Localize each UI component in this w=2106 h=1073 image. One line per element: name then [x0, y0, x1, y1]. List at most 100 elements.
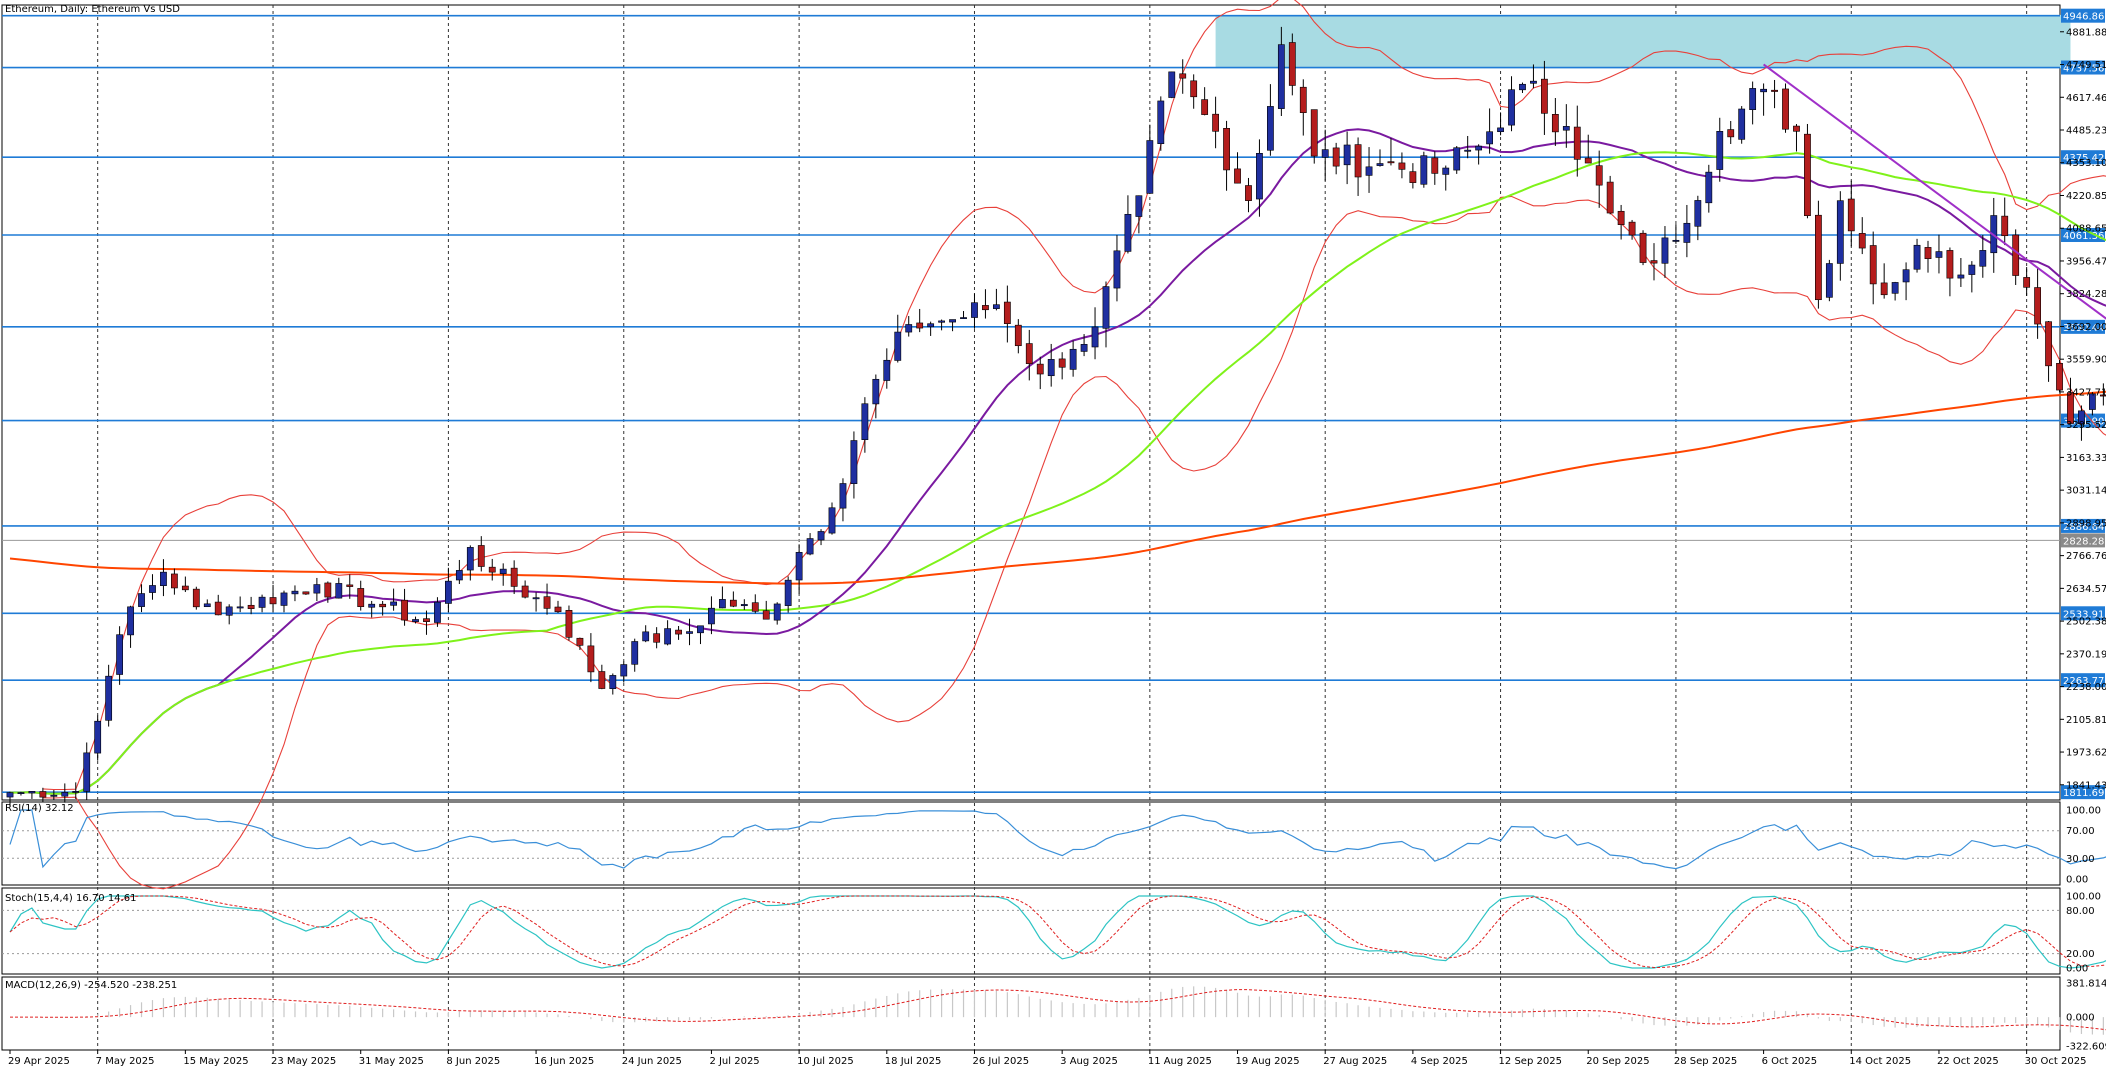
- candle[interactable]: [1091, 307, 1099, 360]
- candle[interactable]: [105, 664, 113, 727]
- candle[interactable]: [1661, 226, 1669, 278]
- candle[interactable]: [1584, 134, 1592, 164]
- candle[interactable]: [1201, 87, 1209, 116]
- candle[interactable]: [839, 478, 847, 522]
- candle[interactable]: [324, 581, 332, 603]
- candle[interactable]: [1683, 204, 1691, 258]
- candle[interactable]: [2089, 392, 2096, 416]
- candle[interactable]: [269, 584, 277, 612]
- candle[interactable]: [1836, 191, 1844, 281]
- candle[interactable]: [1047, 343, 1055, 387]
- candle[interactable]: [916, 308, 924, 333]
- candle[interactable]: [762, 600, 770, 620]
- candle[interactable]: [6, 791, 14, 806]
- candle[interactable]: [1749, 81, 1757, 125]
- candle[interactable]: [1650, 243, 1658, 281]
- candle[interactable]: [1475, 144, 1483, 165]
- candle[interactable]: [280, 590, 288, 613]
- candle[interactable]: [1157, 96, 1165, 151]
- candle[interactable]: [1738, 106, 1746, 144]
- candle[interactable]: [927, 321, 935, 336]
- candle[interactable]: [1705, 164, 1713, 213]
- candle[interactable]: [50, 790, 58, 801]
- candle[interactable]: [1102, 281, 1110, 348]
- candle[interactable]: [1793, 124, 1800, 152]
- candle[interactable]: [1847, 180, 1855, 247]
- candle[interactable]: [2056, 359, 2063, 393]
- candle[interactable]: [1464, 135, 1472, 159]
- candle[interactable]: [346, 574, 354, 599]
- candle[interactable]: [1957, 257, 1965, 287]
- candle[interactable]: [368, 600, 376, 618]
- candle[interactable]: [1551, 97, 1559, 146]
- candle[interactable]: [554, 600, 562, 613]
- candle[interactable]: [1804, 123, 1811, 219]
- candle[interactable]: [1146, 124, 1154, 194]
- candle[interactable]: [1343, 131, 1351, 185]
- candle[interactable]: [1058, 352, 1066, 380]
- candle[interactable]: [817, 529, 825, 546]
- candle[interactable]: [1782, 83, 1789, 133]
- candle[interactable]: [686, 618, 693, 646]
- candle[interactable]: [1036, 356, 1044, 390]
- candle[interactable]: [1519, 82, 1526, 93]
- candle[interactable]: [1902, 262, 1910, 301]
- candle[interactable]: [1398, 152, 1406, 179]
- candle[interactable]: [116, 626, 123, 685]
- candle[interactable]: [466, 545, 474, 581]
- candles-layer[interactable]: [6, 26, 2106, 806]
- candle[interactable]: [620, 661, 628, 683]
- candle[interactable]: [1606, 175, 1614, 215]
- candle[interactable]: [1694, 195, 1702, 241]
- candle[interactable]: [872, 374, 880, 419]
- candle[interactable]: [521, 580, 529, 599]
- candle[interactable]: [17, 791, 25, 796]
- candle[interactable]: [565, 605, 573, 641]
- candle[interactable]: [1420, 151, 1428, 188]
- candle[interactable]: [2034, 267, 2041, 339]
- candle[interactable]: [1508, 76, 1515, 132]
- candle[interactable]: [938, 319, 945, 331]
- candle[interactable]: [313, 577, 321, 602]
- candle[interactable]: [444, 567, 452, 613]
- candle[interactable]: [1760, 83, 1767, 116]
- candle[interactable]: [1113, 235, 1121, 302]
- candle[interactable]: [258, 594, 266, 613]
- candle[interactable]: [1913, 238, 1921, 273]
- candle[interactable]: [982, 289, 989, 319]
- candle[interactable]: [960, 311, 967, 320]
- candle[interactable]: [598, 664, 606, 690]
- candle[interactable]: [1277, 26, 1285, 116]
- candle[interactable]: [795, 544, 803, 594]
- candle[interactable]: [664, 620, 671, 646]
- candle[interactable]: [905, 316, 913, 337]
- candle[interactable]: [1431, 151, 1439, 185]
- candle[interactable]: [1365, 147, 1373, 193]
- candle[interactable]: [2045, 320, 2052, 382]
- candle[interactable]: [631, 638, 639, 672]
- candle[interactable]: [61, 783, 69, 803]
- candle[interactable]: [1639, 230, 1647, 266]
- downtrend-line[interactable]: [1763, 63, 2106, 552]
- candle[interactable]: [1124, 195, 1132, 254]
- candle[interactable]: [2067, 377, 2074, 424]
- candle[interactable]: [1869, 231, 1877, 305]
- candle[interactable]: [1716, 117, 1724, 182]
- candle[interactable]: [1135, 195, 1143, 234]
- candle[interactable]: [784, 576, 792, 613]
- candle[interactable]: [2099, 383, 2106, 406]
- candle[interactable]: [302, 591, 310, 595]
- trendline-layer[interactable]: [1763, 63, 2106, 552]
- candle[interactable]: [83, 742, 91, 801]
- candle[interactable]: [609, 673, 617, 695]
- candle[interactable]: [1267, 84, 1274, 156]
- candle[interactable]: [1858, 217, 1866, 255]
- candle[interactable]: [291, 585, 299, 602]
- candle[interactable]: [28, 791, 36, 799]
- candle[interactable]: [740, 599, 748, 610]
- candle[interactable]: [806, 533, 814, 556]
- candle[interactable]: [357, 580, 365, 611]
- candle[interactable]: [1409, 163, 1417, 189]
- candle[interactable]: [1310, 109, 1318, 164]
